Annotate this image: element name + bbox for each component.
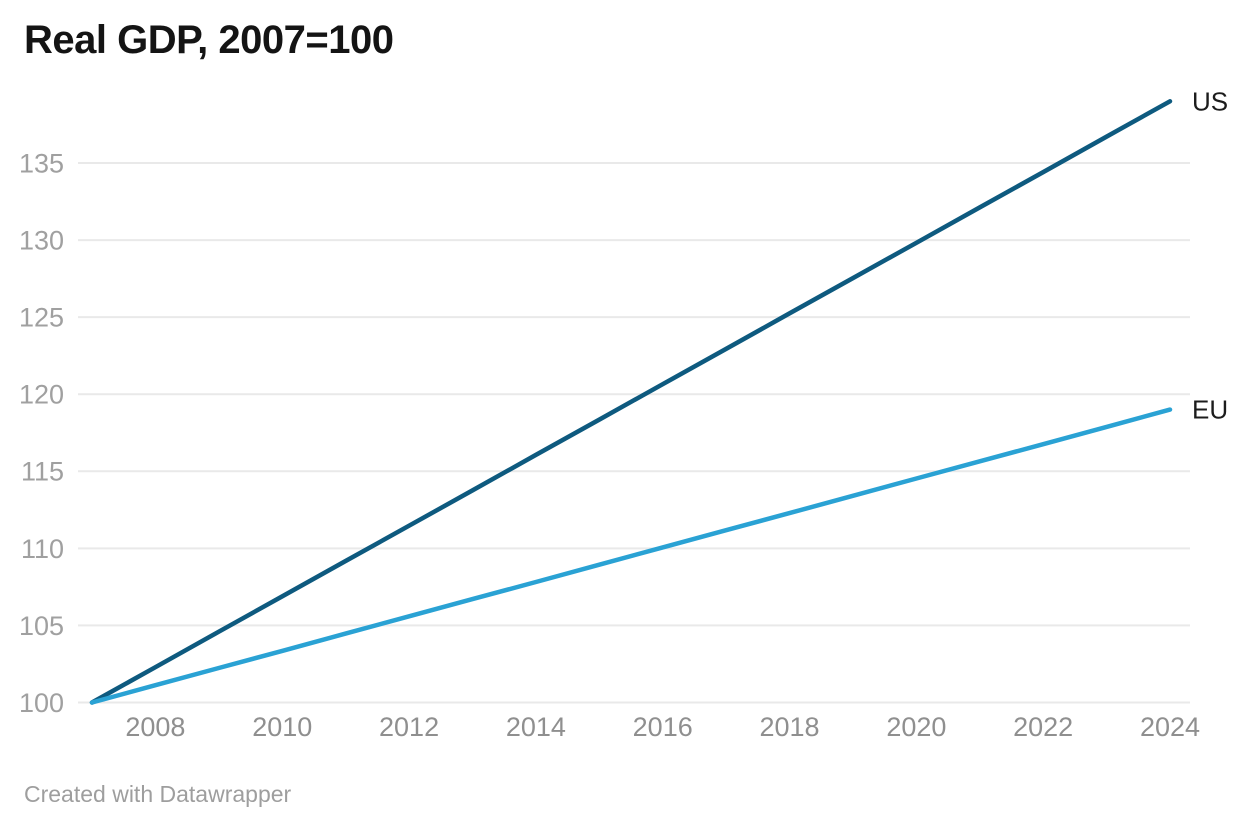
y-axis-tick-label: 130 xyxy=(19,226,64,256)
attribution-text: Created with Datawrapper xyxy=(24,781,292,807)
y-axis-tick-label: 125 xyxy=(19,303,64,333)
x-axis-tick-label: 2020 xyxy=(886,712,946,742)
y-axis-tick-label: 110 xyxy=(21,534,64,564)
x-axis-tick-label: 2010 xyxy=(252,712,312,742)
eu-series-label: EU xyxy=(1192,395,1228,425)
y-axis-tick-label: 135 xyxy=(19,148,64,178)
us-series-label: US xyxy=(1192,86,1228,116)
chart-title: Real GDP, 2007=100 xyxy=(24,18,394,62)
x-axis-tick-label: 2012 xyxy=(379,712,439,742)
x-axis-tick-label: 2008 xyxy=(125,712,185,742)
x-axis-tick-label: 2014 xyxy=(506,712,566,742)
y-axis-tick-label: 105 xyxy=(19,611,64,641)
y-axis-tick-label: 115 xyxy=(21,457,64,487)
eu-line xyxy=(89,407,1173,705)
x-axis-tick-label: 2022 xyxy=(1013,712,1073,742)
y-axis-tick-label: 120 xyxy=(19,380,64,410)
x-axis-tick-label: 2018 xyxy=(759,712,819,742)
us-line xyxy=(89,99,1173,705)
y-axis-tick-label: 100 xyxy=(19,688,64,718)
x-axis-tick-label: 2016 xyxy=(633,712,693,742)
x-axis-tick-label: 2024 xyxy=(1140,712,1200,742)
